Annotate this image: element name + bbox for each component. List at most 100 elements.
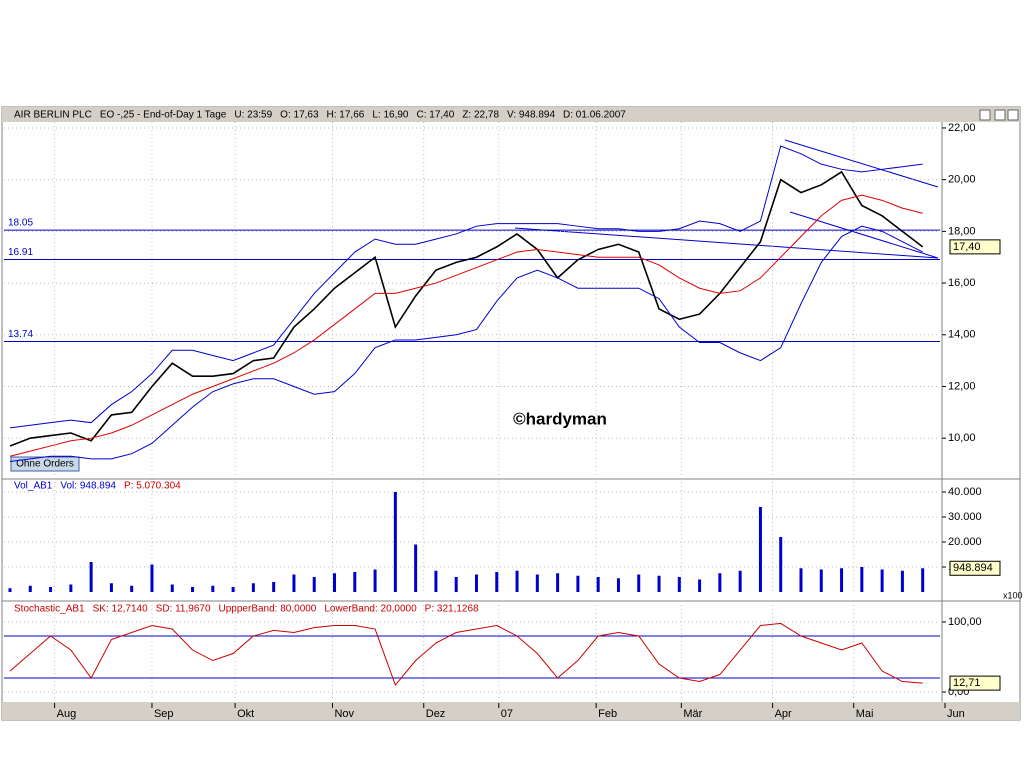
orders-button-label[interactable]: Ohne Orders [16,459,74,470]
y-tick-label: 40.000 [948,486,982,498]
volume-bar [454,577,458,592]
x-tick-label: 07 [501,708,513,720]
last-value-label: 17,40 [953,241,981,253]
volume-bar [69,584,73,592]
volume-bar [373,569,377,592]
header-text: C: 17,40 [417,110,455,121]
volume-bar [49,587,53,592]
last-value-label: 948.894 [953,562,993,574]
level-label: 16.91 [8,247,33,258]
maximize-button[interactable] [994,109,1006,121]
volume-bar [758,507,762,592]
volume-bar [860,567,864,592]
y-tick-label: 12,00 [948,380,976,392]
volume-bar [657,575,661,592]
volume-bar [677,577,681,592]
volume-bar [130,585,134,592]
header-text: EO -,25 - End-of-Day 1 Tage [100,110,227,121]
x-tick-label: Dez [426,708,446,720]
volume-bar [8,588,12,592]
title-bar [2,107,1020,122]
watermark: ©hardyman [513,409,607,428]
volume-bar [819,569,823,592]
volume-bar [535,574,539,592]
x-tick-label: Apr [775,708,792,720]
volume-bar [353,572,357,592]
volume-bar [393,492,397,592]
x-tick-label: Mär [683,708,702,720]
y-tick-label: 22,00 [948,122,976,134]
header-text: H: 17,66 [327,110,365,121]
header-text: P: 5.070.304 [124,481,181,492]
series-line [9,170,924,447]
header-text: SD: 11,9670 [156,604,211,615]
volume-bar [779,537,783,592]
header-text: Vol_AB1 [14,481,53,492]
volume-bar [251,583,255,592]
volume-bar [28,585,32,592]
level-label: 13.74 [8,329,33,340]
volume-bar [333,573,337,592]
header-text: P: 321,1268 [425,604,479,615]
header-text: Z: 22,78 [462,110,499,121]
x-tick-label: Jun [947,708,965,720]
y-tick-label: 30.000 [948,511,982,523]
volume-bar [880,569,884,592]
header-text: D: 01.06.2007 [563,110,626,121]
volume-bar [576,575,580,592]
x-tick-label: Feb [598,708,617,720]
header-text: AIR BERLIN PLC [14,110,92,121]
x-tick-label: Okt [237,708,254,720]
close-button[interactable] [1007,109,1019,121]
volume-bar [434,570,438,592]
volume-bar [89,562,93,592]
volume-bar [191,587,195,592]
y-tick-label: 20.000 [948,536,982,548]
y-tick-label: 14,00 [948,329,976,341]
x-tick-label: Sep [154,708,174,720]
x-tick-label: Nov [334,708,354,720]
header-text: V: 948.894 [507,110,555,121]
volume-bar [170,584,174,592]
volume-bar [698,579,702,592]
header-text: Vol: 948.894 [60,481,116,492]
volume-bar [231,587,235,592]
volume-bar [637,574,641,592]
last-value-box [949,675,1001,691]
y-tick-label: 18,00 [948,225,976,237]
volume-bar [272,582,276,592]
volume-bar [900,570,904,592]
header-text: LowerBand: 20,0000 [324,604,417,615]
window-frame [1,106,1021,721]
volume-bar [718,573,722,592]
volume-bar [495,572,499,592]
volume-bar [738,570,742,592]
volume-bar [921,568,925,592]
y-tick-label: 16,00 [948,277,976,289]
volume-bar [312,577,316,592]
header-text: O: 17,63 [280,110,319,121]
volume-bar [616,578,620,592]
volume-bar [109,583,113,592]
unit-label: x100 [1003,590,1023,600]
header-text: SK: 12,7140 [93,604,148,615]
y-tick-label: 20,00 [948,174,976,186]
volume-bar [515,570,519,592]
volume-bar [414,544,418,592]
y-tick-label: 100,00 [948,616,982,628]
level-label: 18.05 [8,218,33,229]
volume-bar [292,574,296,592]
volume-bar [799,568,803,592]
series-line [9,145,923,429]
volume-bar [474,574,478,592]
header-text: Stochastic_AB1 [14,604,85,615]
volume-bar [840,568,844,592]
volume-bar [596,577,600,592]
minimize-button[interactable] [979,109,991,121]
x-tick-label: Aug [57,708,77,720]
y-tick-label: 10,00 [948,432,976,444]
volume-bar [150,564,154,592]
volume-bar [211,585,215,592]
